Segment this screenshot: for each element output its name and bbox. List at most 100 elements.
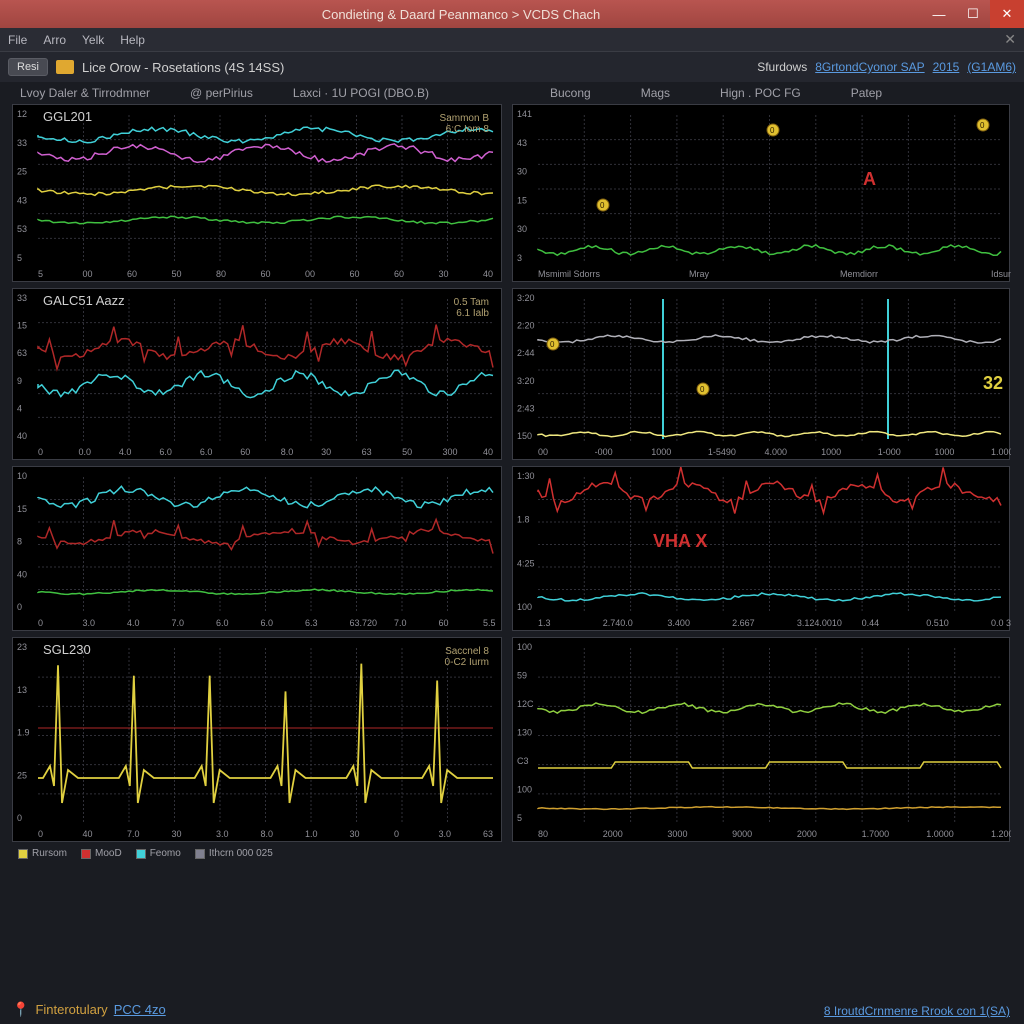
svg-text:VHA X: VHA X bbox=[653, 531, 707, 551]
footer-right: 8 IroutdCrnmenre Rrook con 1(SA) bbox=[824, 1004, 1010, 1018]
link-2[interactable]: 2015 bbox=[933, 60, 960, 74]
footer-left-label: Finterotulary bbox=[35, 1002, 107, 1017]
svg-text:0: 0 bbox=[17, 813, 22, 823]
svg-text:3:20: 3:20 bbox=[517, 376, 535, 386]
svg-text:40: 40 bbox=[483, 447, 493, 457]
chart-chart3: 1015840003.04.07.06.06.06.363.7207.0605.… bbox=[12, 466, 502, 631]
resi-button[interactable]: Resi bbox=[8, 58, 48, 76]
svg-text:30: 30 bbox=[350, 829, 360, 839]
svg-text:63: 63 bbox=[483, 829, 493, 839]
link-3[interactable]: (G1AM6) bbox=[967, 60, 1016, 74]
pin-icon: 📍 bbox=[12, 1001, 29, 1018]
svg-text:3.0: 3.0 bbox=[439, 829, 452, 839]
svg-text:3: 3 bbox=[517, 253, 522, 263]
svg-text:2.740.0: 2.740.0 bbox=[603, 618, 633, 628]
svg-text:5.5: 5.5 bbox=[483, 618, 496, 628]
svg-text:60: 60 bbox=[394, 269, 404, 279]
svg-text:6.0: 6.0 bbox=[200, 447, 213, 457]
svg-text:43: 43 bbox=[517, 138, 527, 148]
svg-text:0: 0 bbox=[600, 201, 605, 210]
svg-text:3.400: 3.400 bbox=[667, 618, 690, 628]
toolbar-right-label: Sfurdows bbox=[757, 60, 807, 74]
svg-text:3.0: 3.0 bbox=[216, 829, 229, 839]
svg-text:0: 0 bbox=[17, 602, 22, 612]
minimize-button[interactable]: — bbox=[922, 0, 956, 28]
svg-text:33: 33 bbox=[17, 293, 27, 303]
svg-text:141: 141 bbox=[517, 109, 532, 119]
svg-text:130: 130 bbox=[517, 728, 532, 738]
svg-text:00: 00 bbox=[538, 447, 548, 457]
menu-file[interactable]: File bbox=[8, 33, 27, 47]
svg-text:4.0: 4.0 bbox=[127, 618, 140, 628]
svg-text:Msmimil Sdorrs: Msmimil Sdorrs bbox=[538, 269, 600, 279]
svg-text:25: 25 bbox=[17, 770, 27, 780]
svg-text:8.0: 8.0 bbox=[281, 447, 294, 457]
svg-text:53: 53 bbox=[17, 224, 27, 234]
menu-arro[interactable]: Arro bbox=[43, 33, 66, 47]
svg-text:40: 40 bbox=[83, 829, 93, 839]
svg-text:40: 40 bbox=[17, 569, 27, 579]
svg-text:2000: 2000 bbox=[797, 829, 817, 839]
svg-text:30: 30 bbox=[172, 829, 182, 839]
svg-text:0.0 390: 0.0 390 bbox=[991, 618, 1011, 628]
legend-item: MooD bbox=[81, 848, 122, 859]
svg-text:2000: 2000 bbox=[603, 829, 623, 839]
svg-text:Mray: Mray bbox=[689, 269, 709, 279]
svg-text:0.0: 0.0 bbox=[78, 447, 91, 457]
svg-text:50: 50 bbox=[402, 447, 412, 457]
svg-text:1-5490: 1-5490 bbox=[708, 447, 736, 457]
svg-text:7.0: 7.0 bbox=[127, 829, 140, 839]
chart-chart8: 1005912C130C310058020003000900020001.700… bbox=[512, 637, 1010, 842]
svg-text:1.9: 1.9 bbox=[17, 728, 30, 738]
svg-text:43: 43 bbox=[17, 195, 27, 205]
svg-text:30: 30 bbox=[439, 269, 449, 279]
svg-text:3:20: 3:20 bbox=[517, 293, 535, 303]
svg-text:5: 5 bbox=[38, 269, 43, 279]
svg-text:32: 32 bbox=[983, 373, 1003, 393]
svg-text:80: 80 bbox=[216, 269, 226, 279]
col-r-3: Patep bbox=[851, 86, 882, 100]
link-1[interactable]: 8GrtondCyonor SAP bbox=[815, 60, 924, 74]
svg-text:2:44: 2:44 bbox=[517, 348, 535, 358]
svg-text:10: 10 bbox=[17, 471, 27, 481]
svg-text:40: 40 bbox=[483, 269, 493, 279]
svg-text:1.8: 1.8 bbox=[517, 515, 530, 525]
svg-text:1.7000: 1.7000 bbox=[862, 829, 890, 839]
svg-text:2:20: 2:20 bbox=[517, 321, 535, 331]
col-r-0: Bucong bbox=[550, 86, 591, 100]
footer-left-link[interactable]: PCC 4zo bbox=[114, 1002, 166, 1017]
svg-text:0: 0 bbox=[700, 385, 705, 394]
svg-text:80: 80 bbox=[538, 829, 548, 839]
svg-text:2.667: 2.667 bbox=[732, 618, 755, 628]
maximize-button[interactable]: ☐ bbox=[956, 0, 990, 28]
legend: RursomMooDFeomoIthcrn 000 025 bbox=[18, 848, 273, 859]
svg-text:12C: 12C bbox=[517, 699, 534, 709]
chart-chart4: 23131.92500407.0303.08.01.03003.063SGL23… bbox=[12, 637, 502, 842]
svg-text:8.0: 8.0 bbox=[261, 829, 274, 839]
footer-right-link[interactable]: 8 IroutdCrnmenre Rrook con 1(SA) bbox=[824, 1004, 1010, 1018]
svg-text:1-000: 1-000 bbox=[878, 447, 901, 457]
col-l-0: Lvoy Daler & Tirrodmner bbox=[20, 86, 150, 100]
chart-chart5: 141433015303Msmimil SdorrsMrayMemdiorrId… bbox=[512, 104, 1010, 282]
menu-help[interactable]: Help bbox=[120, 33, 145, 47]
svg-text:1.0000: 1.0000 bbox=[926, 829, 954, 839]
svg-text:C3: C3 bbox=[517, 756, 529, 766]
svg-text:Idsumoer: Idsumoer bbox=[991, 269, 1011, 279]
svg-text:30: 30 bbox=[321, 447, 331, 457]
svg-text:5: 5 bbox=[517, 813, 522, 823]
menu-yelk[interactable]: Yelk bbox=[82, 33, 104, 47]
svg-text:1.3: 1.3 bbox=[538, 618, 551, 628]
svg-text:5: 5 bbox=[17, 253, 22, 263]
chart-sub-chart2: 0.5 Tam6.1 Ialb bbox=[454, 297, 489, 319]
svg-text:50: 50 bbox=[172, 269, 182, 279]
svg-text:60: 60 bbox=[439, 618, 449, 628]
svg-text:6.0: 6.0 bbox=[261, 618, 274, 628]
svg-text:00: 00 bbox=[83, 269, 93, 279]
panel-close-icon[interactable]: ✕ bbox=[1004, 31, 1016, 48]
window-title: Condieting & Daard Peanmanco > VCDS Chac… bbox=[0, 7, 922, 22]
svg-text:1000: 1000 bbox=[821, 447, 841, 457]
svg-text:0: 0 bbox=[38, 447, 43, 457]
svg-text:40: 40 bbox=[17, 431, 27, 441]
close-button[interactable]: ✕ bbox=[990, 0, 1024, 28]
folder-icon[interactable] bbox=[56, 60, 74, 74]
